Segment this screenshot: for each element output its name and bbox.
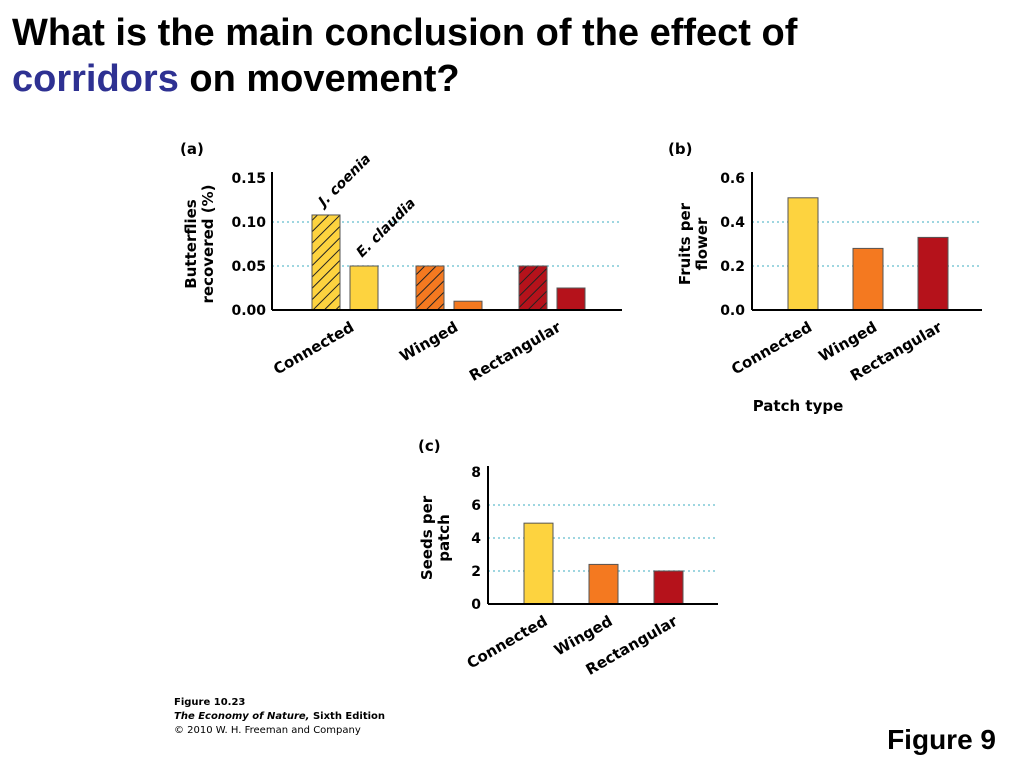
bar-connected-j-coenia [311, 214, 341, 311]
y-axis-label: Butterfliesrecovered (%) [182, 185, 217, 304]
bar-rectangular [653, 570, 684, 605]
caption-book: The Economy of Nature, [174, 711, 310, 722]
chart-panel-b: (b) 0.0 0.2 0.4 0.6 Fruits perflower Connected… [668, 140, 982, 415]
panel-label: (c) [418, 437, 441, 455]
series-label: J. coenia [313, 151, 374, 212]
caption-figure: Figure 10.23 [174, 697, 246, 708]
x-tick-label: Winged [397, 318, 461, 366]
bar-rectangular [917, 236, 949, 311]
bar-winged [852, 247, 884, 311]
bar-rectangular-j-coenia [518, 265, 548, 311]
bar-winged-e-claudia [453, 300, 483, 311]
chart-panel-a: (a) 0.00 0.05 0.10 0.15 Butterfliesrecovered … [180, 140, 622, 385]
x-axis-label: Patch type [753, 397, 844, 415]
bar-connected-e-claudia [349, 265, 379, 311]
bar-rectangular-e-claudia [556, 287, 586, 311]
slide-title: What is the main conclusion of the effec… [12, 10, 1012, 102]
caption-edition: Sixth Edition [309, 711, 386, 722]
y-tick-label: 8 [471, 465, 481, 481]
x-tick-label: Connected [464, 612, 551, 673]
bar-winged-j-coenia [415, 265, 445, 311]
x-tick-label: Connected [270, 318, 357, 379]
y-tick-label: 0.10 [231, 215, 266, 231]
title-highlight: corridors [12, 58, 179, 100]
y-tick-label: 0.2 [720, 259, 745, 275]
y-tick-label: 2 [471, 564, 481, 580]
x-tick-label: Connected [728, 318, 815, 379]
bar-connected [787, 197, 819, 311]
y-tick-label: 0.05 [231, 259, 266, 275]
bar-winged [588, 563, 619, 605]
y-tick-label: 0.15 [231, 171, 266, 187]
x-tick-label: Rectangular [466, 318, 564, 385]
y-tick-label: 0.4 [720, 215, 745, 231]
caption-copyright: © 2010 W. H. Freeman and Company [174, 725, 361, 736]
bar-connected [523, 522, 554, 605]
y-tick-label: 0.6 [720, 171, 745, 187]
figure-caption: Figure 10.23 The Economy of Nature, Sixt… [174, 696, 385, 738]
title-line2-rest: on movement? [178, 58, 460, 100]
y-tick-label: 4 [471, 531, 481, 547]
y-tick-label: 0 [471, 597, 481, 613]
panel-label: (a) [180, 140, 204, 158]
panel-label: (b) [668, 140, 692, 158]
title-line1: What is the main conclusion of the effec… [12, 12, 798, 54]
series-label: E. claudia [354, 195, 419, 260]
y-tick-label: 6 [471, 498, 481, 514]
y-tick-label: 0.0 [720, 303, 745, 319]
y-axis-label: Fruits perflower [676, 202, 711, 285]
y-tick-label: 0.00 [231, 303, 266, 319]
figure-label: Figure 9 [887, 724, 996, 755]
y-axis-label: Seeds perpatch [418, 495, 453, 580]
